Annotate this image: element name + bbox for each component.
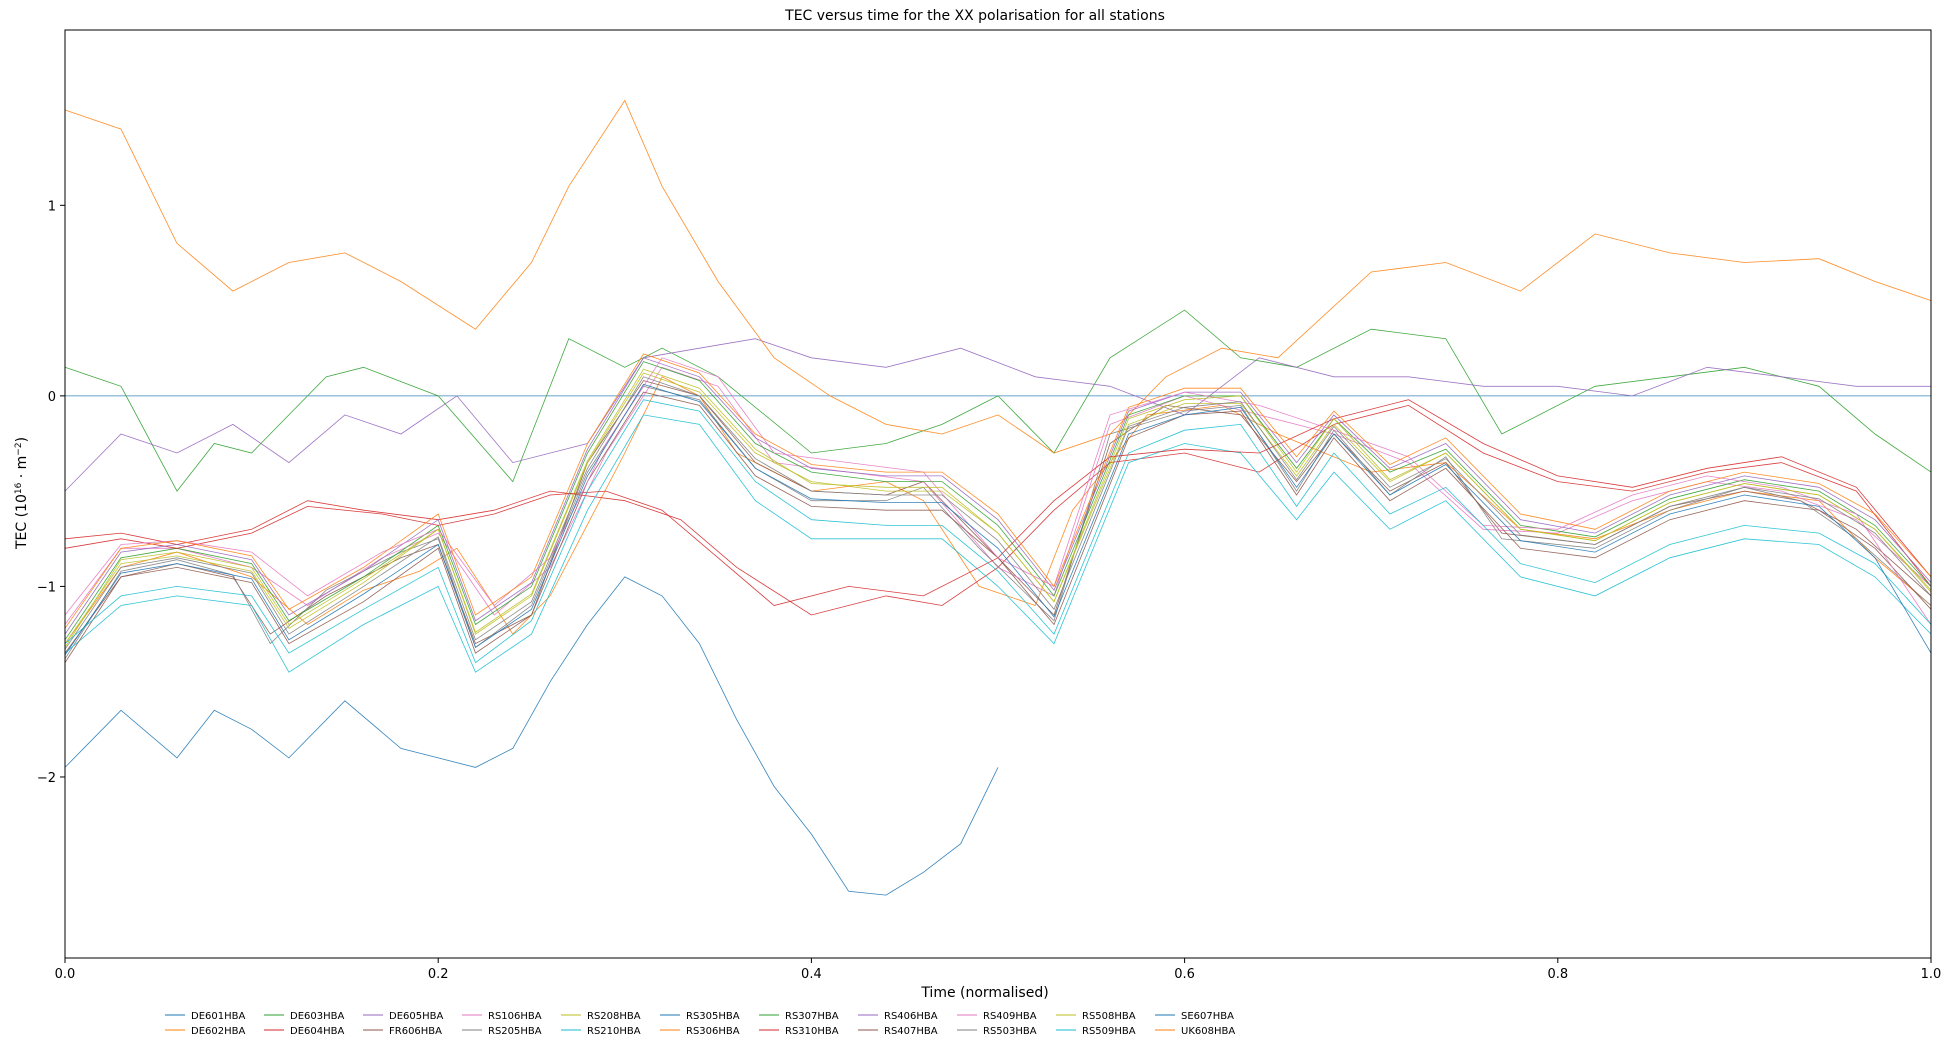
legend-label: RS310HBA: [785, 1026, 839, 1037]
legend-label: DE604HBA: [290, 1026, 344, 1037]
series-line-rs205hba: [64, 385, 1932, 660]
y-axis-label-part1: TEC (10: [14, 494, 30, 550]
series-line-rs508hba: [64, 368, 1932, 648]
series-line-de605hba: [64, 338, 1931, 492]
x-axis: 0.0 0.2 0.4 0.6 0.8 1.0: [55, 958, 1942, 982]
legend-label: RS305HBA: [686, 1011, 740, 1022]
y-axis-label-sup2: −2: [14, 442, 24, 455]
legend-label: FR606HBA: [389, 1026, 442, 1037]
series-line-rs503hba: [64, 376, 1932, 650]
plot-frame: [64, 29, 1932, 959]
series-line-rs305hba: [64, 576, 999, 896]
y-tick-label: 0: [48, 390, 56, 405]
series-line-rs210hba: [64, 414, 1932, 673]
series-line-rs509hba: [64, 399, 1932, 664]
plot-area: [64, 99, 1932, 896]
series-line-rs310hba: [64, 399, 1932, 606]
legend-label: RS406HBA: [884, 1011, 938, 1022]
y-axis-label-part2: · m: [14, 456, 30, 483]
x-tick-label: 0.6: [1174, 967, 1195, 982]
legend-label: SE607HBA: [1181, 1011, 1234, 1022]
x-tick-label: 0.0: [55, 967, 76, 982]
series-line-de603hba: [64, 309, 1932, 492]
x-tick-label: 0.4: [801, 967, 822, 982]
y-axis-label-sup1: 16: [14, 482, 24, 494]
legend-label: RS508HBA: [1082, 1011, 1136, 1022]
legend-label: RS106HBA: [488, 1011, 542, 1022]
series-line-rs409hba: [64, 357, 1932, 625]
legend-label: UK608HBA: [1181, 1026, 1235, 1037]
series-line-se607hba: [64, 383, 1932, 656]
x-tick-label: 1.0: [1921, 967, 1942, 982]
series-line-uk608hba: [64, 353, 1932, 629]
legend-label: RS210HBA: [587, 1026, 641, 1037]
series-line-rs407hba: [64, 391, 1932, 663]
series-line-de604hba: [64, 404, 1932, 616]
x-axis-label: Time (normalised): [920, 985, 1048, 1001]
y-axis: −2 −1 0 1: [37, 199, 65, 786]
legend: DE601HBA DE602HBA DE603HBA DE604HBA DE605HBA…: [165, 1011, 1235, 1037]
y-tick-label: −2: [37, 771, 56, 786]
y-tick-label: −1: [37, 580, 56, 595]
legend-label: RS306HBA: [686, 1026, 740, 1037]
chart-title: TEC versus time for the XX polarisation …: [784, 8, 1165, 24]
legend-label: RS205HBA: [488, 1026, 542, 1037]
legend-label: RS503HBA: [983, 1026, 1037, 1037]
x-tick-label: 0.8: [1547, 967, 1568, 982]
legend-label: DE603HBA: [290, 1011, 344, 1022]
series-line-rs306hba: [64, 99, 1932, 454]
y-axis-label: TEC (1016 · m−2): [14, 437, 30, 550]
legend-label: RS407HBA: [884, 1026, 938, 1037]
legend-label: DE601HBA: [191, 1011, 245, 1022]
legend-label: RS208HBA: [587, 1011, 641, 1022]
legend-label: DE605HBA: [389, 1011, 443, 1022]
series-line-rs307hba: [64, 361, 1932, 641]
x-tick-label: 0.2: [428, 967, 449, 982]
legend-label: RS409HBA: [983, 1011, 1037, 1022]
legend-label: RS509HBA: [1082, 1026, 1136, 1037]
legend-label: DE602HBA: [191, 1026, 245, 1037]
series-line-rs406hba: [64, 357, 1932, 635]
legend-label: RS307HBA: [785, 1011, 839, 1022]
y-tick-label: 1: [48, 199, 56, 214]
y-axis-label-part3: ): [14, 437, 30, 442]
